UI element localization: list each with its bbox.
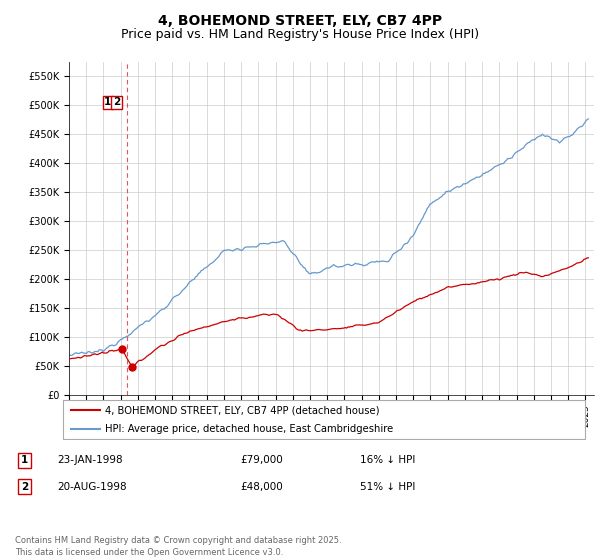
- Text: 20-AUG-1998: 20-AUG-1998: [57, 482, 127, 492]
- Text: 16% ↓ HPI: 16% ↓ HPI: [360, 455, 415, 465]
- Text: 1: 1: [21, 455, 28, 465]
- Text: 51% ↓ HPI: 51% ↓ HPI: [360, 482, 415, 492]
- Text: £48,000: £48,000: [240, 482, 283, 492]
- Text: 2: 2: [113, 97, 120, 107]
- Text: 23-JAN-1998: 23-JAN-1998: [57, 455, 122, 465]
- Text: 4, BOHEMOND STREET, ELY, CB7 4PP: 4, BOHEMOND STREET, ELY, CB7 4PP: [158, 14, 442, 28]
- Text: 4, BOHEMOND STREET, ELY, CB7 4PP (detached house): 4, BOHEMOND STREET, ELY, CB7 4PP (detach…: [105, 405, 379, 415]
- Text: Price paid vs. HM Land Registry's House Price Index (HPI): Price paid vs. HM Land Registry's House …: [121, 28, 479, 41]
- Text: 2: 2: [21, 482, 28, 492]
- Text: HPI: Average price, detached house, East Cambridgeshire: HPI: Average price, detached house, East…: [105, 424, 393, 433]
- Text: 1: 1: [104, 97, 112, 107]
- Text: Contains HM Land Registry data © Crown copyright and database right 2025.
This d: Contains HM Land Registry data © Crown c…: [15, 536, 341, 557]
- Text: £79,000: £79,000: [240, 455, 283, 465]
